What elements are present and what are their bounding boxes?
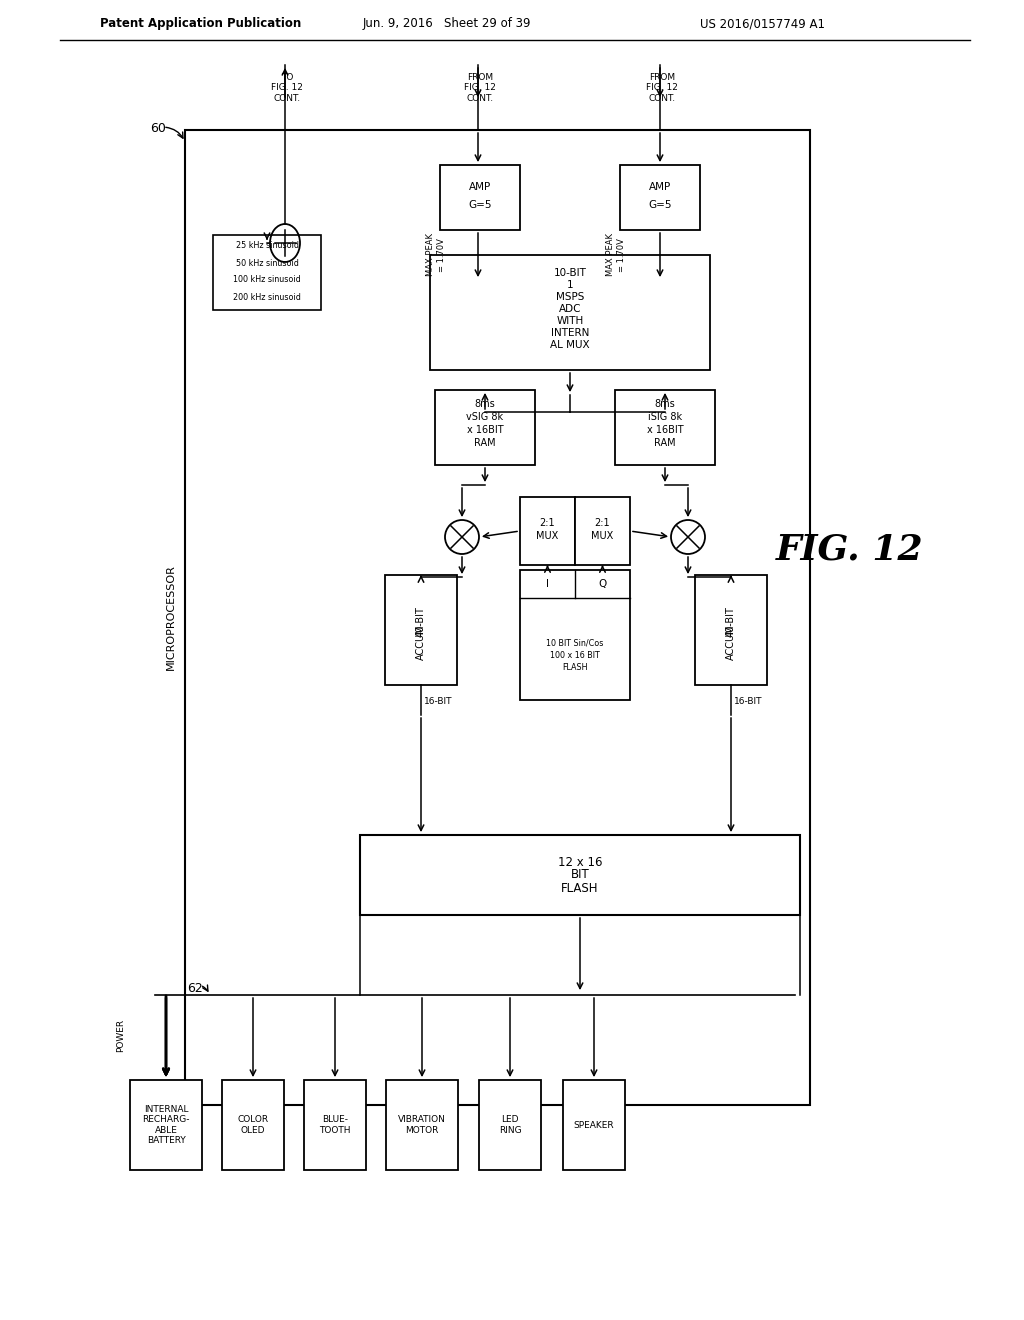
Text: AL MUX: AL MUX <box>550 341 590 350</box>
Text: 16-BIT: 16-BIT <box>424 697 453 705</box>
Text: x 16BIT: x 16BIT <box>467 425 504 436</box>
Text: G=5: G=5 <box>648 201 672 210</box>
Bar <box>563 1080 625 1170</box>
Bar <box>479 1080 541 1170</box>
Text: RAM: RAM <box>654 438 676 447</box>
Text: vSIG 8k: vSIG 8k <box>467 412 504 422</box>
Bar <box>213 235 321 310</box>
Bar <box>430 255 710 370</box>
Bar <box>520 498 575 565</box>
Text: 16-BIT: 16-BIT <box>734 697 763 705</box>
Text: LED
RING: LED RING <box>499 1115 521 1135</box>
Text: VIBRATION
MOTOR: VIBRATION MOTOR <box>398 1115 445 1135</box>
Text: AMP: AMP <box>649 182 671 193</box>
Text: 40-BIT: 40-BIT <box>416 607 426 638</box>
Bar <box>304 1080 366 1170</box>
Text: FROM
FIG. 12
CONT.: FROM FIG. 12 CONT. <box>646 73 678 103</box>
Text: ACCUM: ACCUM <box>726 624 736 660</box>
Text: FLASH: FLASH <box>561 882 599 895</box>
Text: INTERN: INTERN <box>551 327 589 338</box>
Text: TO
FIG. 12
CONT.: TO FIG. 12 CONT. <box>271 73 303 103</box>
Bar <box>440 165 520 230</box>
Text: FIG. 12: FIG. 12 <box>776 533 924 568</box>
Text: ADC: ADC <box>559 304 582 314</box>
Text: 2:1: 2:1 <box>540 517 555 528</box>
Text: G=5: G=5 <box>468 201 492 210</box>
Text: FLASH: FLASH <box>562 663 588 672</box>
Bar <box>575 498 630 565</box>
Text: MSPS: MSPS <box>556 292 584 302</box>
Text: 100 kHz sinusoid: 100 kHz sinusoid <box>233 276 301 285</box>
Bar <box>620 165 700 230</box>
Text: 2:1: 2:1 <box>595 517 610 528</box>
Text: BIT: BIT <box>570 869 590 882</box>
Bar <box>360 836 800 915</box>
Text: WITH: WITH <box>556 315 584 326</box>
Bar <box>435 389 535 465</box>
Text: BLUE-
TOOTH: BLUE- TOOTH <box>319 1115 351 1135</box>
Text: 60: 60 <box>151 121 166 135</box>
Text: SPEAKER: SPEAKER <box>573 1121 614 1130</box>
Text: 10 BIT Sin/Cos: 10 BIT Sin/Cos <box>547 639 604 648</box>
Bar <box>520 570 630 700</box>
Text: 8ms: 8ms <box>654 399 676 409</box>
Bar <box>130 1080 202 1170</box>
Text: 8ms: 8ms <box>475 399 496 409</box>
Text: 50 kHz sinusoid: 50 kHz sinusoid <box>236 259 298 268</box>
Text: COLOR
OLED: COLOR OLED <box>238 1115 268 1135</box>
Text: MUX: MUX <box>537 531 559 541</box>
Bar <box>385 576 457 685</box>
Text: I: I <box>546 579 549 589</box>
Text: 10-BIT: 10-BIT <box>554 268 587 279</box>
Text: x 16BIT: x 16BIT <box>647 425 683 436</box>
Text: iSIG 8k: iSIG 8k <box>648 412 682 422</box>
Bar <box>386 1080 458 1170</box>
Text: 25 kHz sinusoid: 25 kHz sinusoid <box>236 242 299 251</box>
Text: RAM: RAM <box>474 438 496 447</box>
Text: MAX PEAK
= 1.70V: MAX PEAK = 1.70V <box>426 234 445 276</box>
Text: FROM
FIG. 12
CONT.: FROM FIG. 12 CONT. <box>464 73 496 103</box>
Bar <box>222 1080 284 1170</box>
Bar <box>185 129 810 1105</box>
Text: INTERNAL
RECHARG-
ABLE
BATTERY: INTERNAL RECHARG- ABLE BATTERY <box>142 1105 189 1144</box>
Text: MICROPROCESSOR: MICROPROCESSOR <box>166 565 176 671</box>
Text: 12 x 16: 12 x 16 <box>558 855 602 869</box>
Text: Q: Q <box>598 579 606 589</box>
Text: Jun. 9, 2016   Sheet 29 of 39: Jun. 9, 2016 Sheet 29 of 39 <box>362 17 531 30</box>
Text: 62: 62 <box>187 982 203 994</box>
Bar <box>615 389 715 465</box>
Text: MAX PEAK
= 1.70V: MAX PEAK = 1.70V <box>606 234 626 276</box>
Text: 1: 1 <box>566 280 573 290</box>
Text: US 2016/0157749 A1: US 2016/0157749 A1 <box>700 17 825 30</box>
Text: Patent Application Publication: Patent Application Publication <box>100 17 301 30</box>
Text: POWER: POWER <box>117 1019 126 1052</box>
Text: 40-BIT: 40-BIT <box>726 607 736 638</box>
Text: 200 kHz sinusoid: 200 kHz sinusoid <box>233 293 301 301</box>
Bar <box>695 576 767 685</box>
Text: 100 x 16 BIT: 100 x 16 BIT <box>550 651 600 660</box>
Text: ACCUM: ACCUM <box>416 624 426 660</box>
Text: AMP: AMP <box>469 182 492 193</box>
Text: MUX: MUX <box>592 531 613 541</box>
